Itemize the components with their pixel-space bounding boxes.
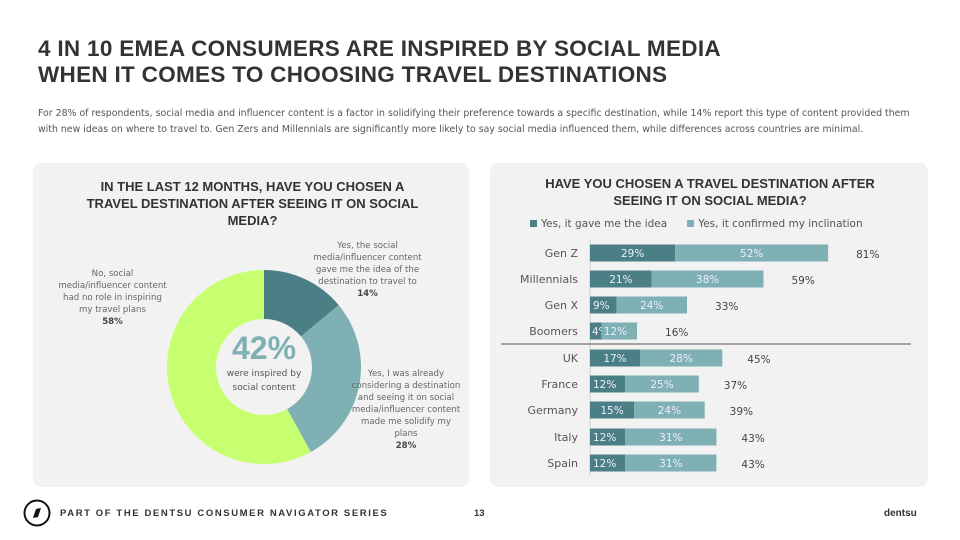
pie-title: IN THE LAST 12 MONTHS, HAVE YOU CHOSEN A… xyxy=(86,179,419,228)
title-line-2: WHEN IT COMES TO CHOOSING TRAVEL DESTINA… xyxy=(38,62,668,87)
total-label: 39% xyxy=(730,406,753,418)
total-label: 43% xyxy=(741,433,764,445)
donut-center: 42% were inspired by social content xyxy=(200,330,328,395)
center-text: were inspired by social content xyxy=(226,369,302,393)
bar-segment xyxy=(651,270,764,288)
total-label: 81% xyxy=(856,249,879,261)
total-label: 33% xyxy=(715,301,738,313)
bar-segment xyxy=(625,375,699,393)
page-number: 13 xyxy=(474,508,485,519)
bar-data-label: 12% xyxy=(593,432,616,444)
bar-segment xyxy=(625,454,717,472)
bar-data-label: 52% xyxy=(740,248,763,260)
slice-confirmed xyxy=(287,305,361,453)
slice-idea xyxy=(264,270,339,337)
category-label: UK xyxy=(563,352,579,365)
bar-segment xyxy=(634,401,705,419)
brand-logo: dentsu xyxy=(884,508,917,519)
slice-label-no: No, social media/influencer content had … xyxy=(55,268,170,328)
bar-data-label: 29% xyxy=(621,248,644,260)
bar-segment xyxy=(639,349,723,367)
legend-swatch xyxy=(530,220,537,227)
bar-segment xyxy=(625,428,717,446)
bar-data-label: 17% xyxy=(603,353,626,365)
bar-data-label: 25% xyxy=(650,379,673,391)
bar-segment xyxy=(590,296,617,314)
bar-segment xyxy=(590,401,635,419)
bar-segment xyxy=(601,322,638,340)
total-label: 37% xyxy=(724,380,747,392)
bar-title: HAVE YOU CHOSEN A TRAVEL DESTINATION AFT… xyxy=(545,176,875,208)
slice-label-text: Yes, the social media/influencer content… xyxy=(313,241,422,287)
bar-data-label: 24% xyxy=(640,300,663,312)
bar-segment xyxy=(590,322,602,340)
bar-segment xyxy=(590,349,640,367)
slice-value: 28% xyxy=(395,441,417,451)
legend-label: Yes, it gave me the idea xyxy=(541,218,668,230)
bar-data-label: 15% xyxy=(600,405,623,417)
page-subtitle: For 28% of respondents, social media and… xyxy=(38,108,910,135)
slice-label-confirmed: Yes, I was already considering a destina… xyxy=(350,368,462,452)
category-label: Gen Z xyxy=(545,247,579,260)
category-label: France xyxy=(541,378,578,391)
total-label: 59% xyxy=(791,275,814,287)
slice-value: 58% xyxy=(102,317,123,327)
category-label: Germany xyxy=(527,404,578,417)
category-label: Spain xyxy=(547,457,578,470)
title-line-1: 4 IN 10 EMEA CONSUMERS ARE INSPIRED BY S… xyxy=(38,36,721,61)
bar-data-label: 12% xyxy=(593,458,616,470)
slice-label-idea: Yes, the social media/influencer content… xyxy=(310,240,425,300)
total-label: 16% xyxy=(665,327,688,339)
bar-data-label: 31% xyxy=(659,432,682,444)
bar-data-label: 12% xyxy=(593,379,616,391)
bar-legend: Yes, it gave me the idea Yes, it confirm… xyxy=(530,218,863,230)
slice-no xyxy=(166,270,311,464)
category-label: Boomers xyxy=(529,325,578,338)
compass-icon xyxy=(23,499,51,527)
center-value: 42% xyxy=(231,330,297,366)
category-label: Italy xyxy=(554,431,578,444)
legend-item-confirmed: Yes, it confirmed my inclination xyxy=(687,218,863,230)
bar-data-label: 38% xyxy=(696,274,719,286)
category-label: Gen X xyxy=(545,299,579,312)
bar-data-label: 12% xyxy=(604,326,627,338)
total-label: 43% xyxy=(741,459,764,471)
bar-segment xyxy=(590,244,676,262)
legend-item-idea: Yes, it gave me the idea xyxy=(530,218,667,230)
total-label: 45% xyxy=(747,354,770,366)
legend-label: Yes, it confirmed my inclination xyxy=(698,218,863,230)
bar-segment xyxy=(590,428,626,446)
bar-segment xyxy=(590,454,626,472)
bar-segment xyxy=(590,270,652,288)
legend-swatch xyxy=(687,220,695,227)
bar-segment xyxy=(675,244,829,262)
bar-segment xyxy=(590,375,626,393)
bar-data-label: 28% xyxy=(669,353,692,365)
page-title: 4 IN 10 EMEA CONSUMERS ARE INSPIRED BY S… xyxy=(38,36,721,88)
slice-value: 14% xyxy=(357,289,378,299)
bar-data-label: 31% xyxy=(659,458,682,470)
slice-label-text: Yes, I was already considering a destina… xyxy=(351,369,461,439)
bar-data-label: 24% xyxy=(658,405,681,417)
footer-series: PART OF THE DENTSU CONSUMER NAVIGATOR SE… xyxy=(60,508,389,519)
bar-data-label: 21% xyxy=(609,274,632,286)
bar-segment xyxy=(616,296,688,314)
slice-label-text: No, social media/influencer content had … xyxy=(58,269,167,315)
category-label: Millennials xyxy=(520,273,578,286)
bar-data-label: 9% xyxy=(593,300,610,312)
